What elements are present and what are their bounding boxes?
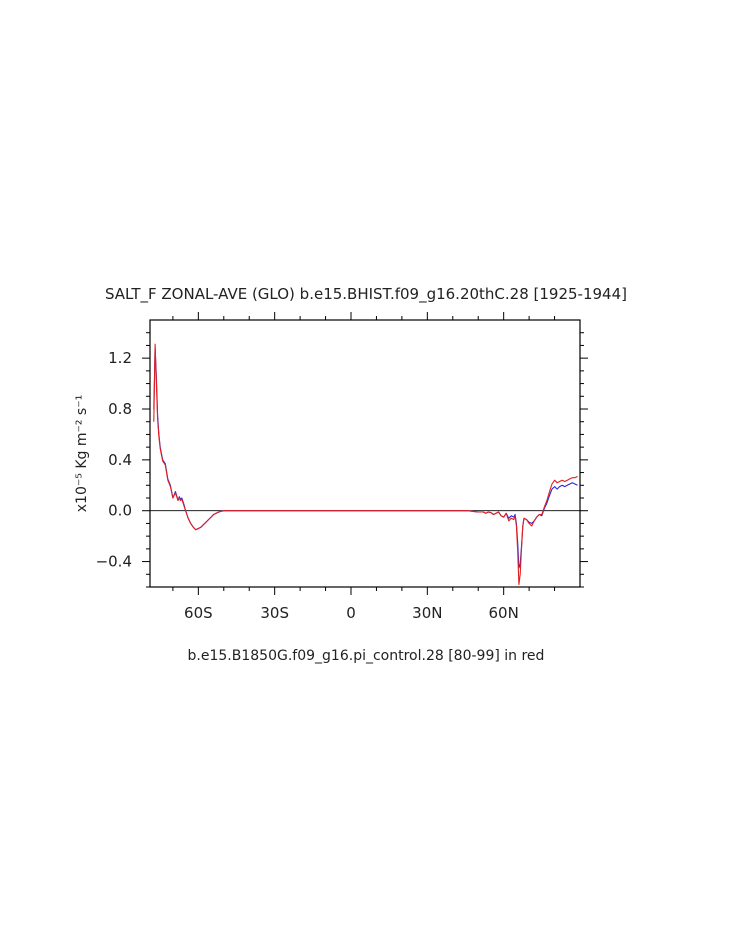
y-tick-label: 0.8 — [108, 400, 132, 418]
series-line-2 — [153, 343, 578, 586]
x-tick-label: 60N — [489, 604, 519, 622]
tick-labels: 60S 30S 0 30N 60N −0.4 0.0 0.4 0.8 1.2 — [96, 349, 519, 622]
x-tick-label: 0 — [346, 604, 356, 622]
axis-ticks — [142, 312, 588, 595]
y-tick-label: −0.4 — [96, 553, 132, 571]
chart-title: SALT_F ZONAL-AVE (GLO) b.e15.BHIST.f09_g… — [105, 285, 627, 304]
x-tick-label: 30N — [412, 604, 442, 622]
series-layer — [153, 343, 578, 586]
y-tick-label: 0.0 — [108, 502, 132, 520]
series-line-1 — [153, 347, 578, 569]
y-tick-label: 1.2 — [108, 349, 132, 367]
y-tick-label: 0.4 — [108, 451, 132, 469]
chart-caption: b.e15.B1850G.f09_g16.pi_control.28 [80-9… — [188, 648, 545, 664]
x-tick-label: 60S — [184, 604, 213, 622]
y-axis-label: x10⁻⁵ Kg m⁻² s⁻¹ — [74, 395, 90, 512]
plot-frame — [149, 319, 581, 588]
x-tick-label: 30S — [260, 604, 289, 622]
